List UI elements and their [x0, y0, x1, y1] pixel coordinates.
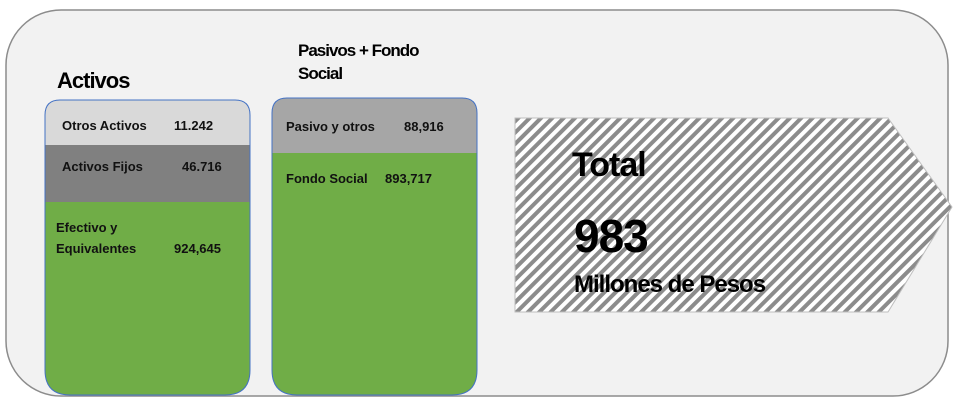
block-label: Otros Activos: [62, 118, 147, 133]
block-label: Equivalentes: [56, 241, 136, 256]
block-label: Efectivo y: [56, 220, 118, 235]
block-value: 924,645: [174, 241, 221, 256]
block: [272, 98, 477, 153]
block: [45, 202, 250, 395]
block-value: 46.716: [182, 159, 222, 174]
assets-title: Activos: [57, 68, 130, 93]
liabilities-title: Social: [298, 64, 342, 83]
block-value: 11.242: [174, 118, 213, 133]
total-arrow: [514, 117, 953, 313]
column-border: [44, 99, 251, 396]
block-value: 893,717: [385, 171, 432, 186]
total-value: 983: [574, 210, 648, 262]
block-value: 88,916: [404, 119, 444, 134]
total-title: Total: [572, 146, 646, 184]
block-label: Pasivo y otros: [286, 119, 375, 134]
block: [45, 100, 250, 145]
total-unit: Millones de Pesos: [574, 271, 766, 298]
block-label: Activos Fijos: [62, 159, 143, 174]
column-border: [271, 97, 478, 396]
assets-column: [45, 100, 250, 395]
liabilities-title: Pasivos + Fondo: [298, 41, 419, 60]
block: [45, 145, 250, 202]
block-label: Fondo Social: [286, 171, 368, 186]
block: [272, 153, 477, 395]
liabilities-column: [272, 98, 477, 395]
